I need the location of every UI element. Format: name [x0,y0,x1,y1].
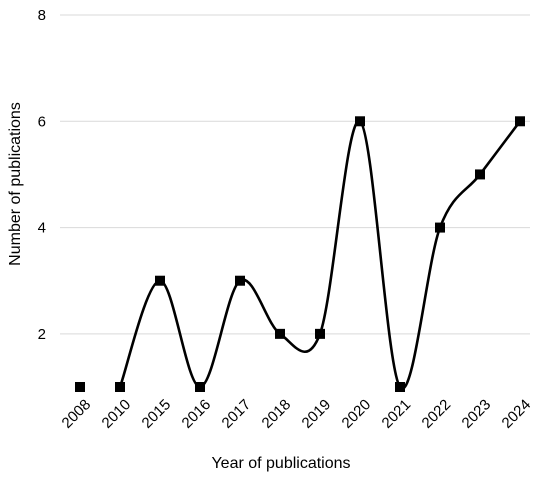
data-point [115,382,125,392]
data-markers [75,116,525,392]
x-tick-label: 2019 [299,396,335,432]
data-point [475,169,485,180]
y-tick-label: 8 [38,7,46,24]
x-tick-label: 2020 [339,396,375,432]
data-point [515,116,525,127]
data-point [395,382,405,392]
x-tick-labels: 2008 2010 2015 2016 2017 2018 2019 2020 2021 2022… [59,396,535,432]
gridlines [60,14,530,335]
series-line [118,119,522,390]
x-tick-label: 2022 [419,396,455,432]
data-point [275,328,285,339]
x-tick-label: 2008 [59,396,95,432]
y-tick-label: 6 [38,113,46,130]
x-tick-label: 2018 [259,396,295,432]
x-tick-label: 2015 [139,396,175,432]
data-point [315,328,325,339]
x-tick-label: 2023 [459,396,495,432]
data-point [195,382,205,392]
y-tick-labels: 2 4 6 8 [38,7,46,343]
x-tick-label: 2021 [379,396,415,432]
y-tick-label: 2 [38,326,46,343]
x-axis-title: Year of publications [211,455,350,472]
x-tick-label: 2017 [219,396,255,432]
y-axis-title: Number of publications [7,102,24,266]
x-tick-label: 2010 [99,396,135,432]
x-tick-label: 2024 [499,396,535,432]
data-point [75,382,85,392]
y-tick-label: 4 [38,220,46,237]
data-point [355,116,365,127]
data-point [235,275,245,286]
x-tick-label: 2016 [179,396,215,432]
data-point [435,222,445,233]
data-point [155,275,165,286]
